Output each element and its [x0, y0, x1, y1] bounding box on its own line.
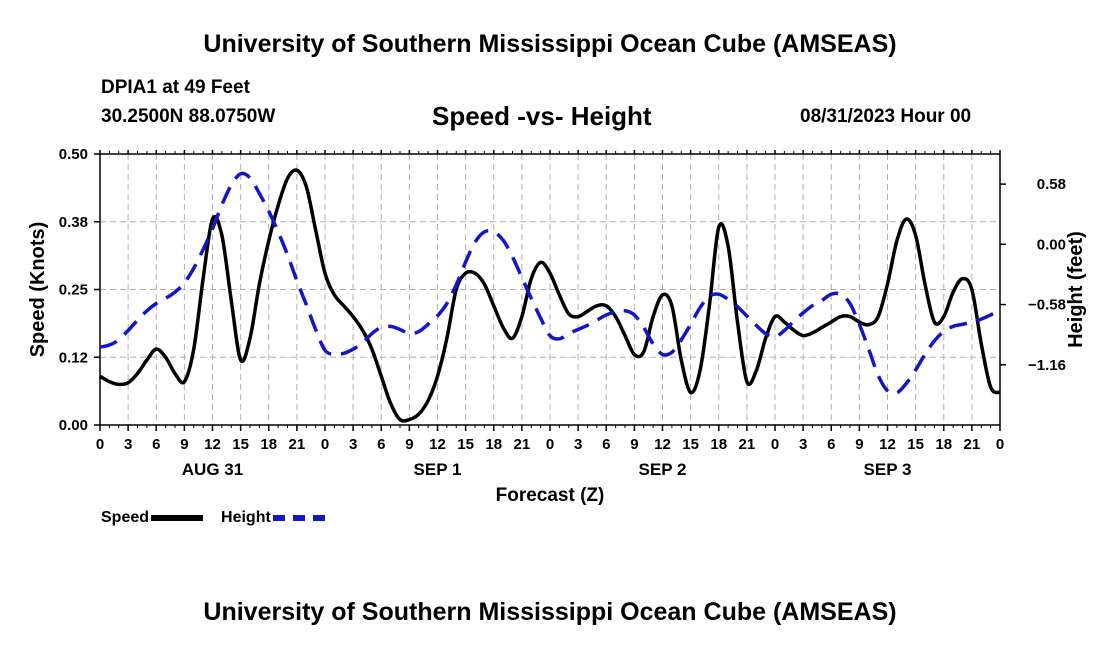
- x-tick-label: 18: [710, 436, 727, 453]
- legend-speed-swatch: [151, 515, 204, 521]
- series-line-height: [99, 171, 1001, 396]
- x-tick-label: 0: [546, 436, 554, 453]
- legend-speed-label: Speed: [101, 509, 150, 526]
- legend-height-swatch: [272, 515, 325, 521]
- x-tick-label: 6: [377, 436, 385, 453]
- y-tick-label: 0.38: [59, 214, 88, 231]
- x-axis-title: Forecast (Z): [496, 485, 605, 506]
- day-label: SEP 3: [864, 460, 912, 479]
- x-tick-label: 18: [260, 436, 277, 453]
- x-tick-label: 3: [799, 436, 807, 453]
- x-tick-label: 12: [204, 436, 221, 453]
- x-tick-label: 12: [654, 436, 671, 453]
- x-tick-label: 3: [124, 436, 132, 453]
- chart-title: Speed -vs- Height: [432, 101, 652, 131]
- x-tick-label: 21: [289, 436, 306, 453]
- y2-axis-title: Height (feet): [1065, 231, 1087, 348]
- x-tick-label: 12: [429, 436, 446, 453]
- y-tick-label: 0.25: [59, 282, 88, 299]
- forecast-datetime: 08/31/2023 Hour 00: [800, 106, 972, 127]
- x-tick-label: 9: [405, 436, 413, 453]
- x-tick-label: 18: [935, 436, 952, 453]
- x-tick-label: 0: [996, 436, 1004, 453]
- x-tick-label: 0: [96, 436, 104, 453]
- day-label: SEP 1: [414, 460, 462, 479]
- legend: Speed Height: [101, 509, 325, 527]
- x-tick-label: 9: [855, 436, 863, 453]
- x-tick-label: 3: [349, 436, 357, 453]
- x-tick-label: 6: [152, 436, 160, 453]
- y-tick-label: 0.12: [59, 349, 88, 366]
- x-tick-label: 15: [232, 436, 249, 453]
- y2-tick-label: −0.58: [1028, 297, 1066, 314]
- series-line-speed: [99, 168, 1001, 423]
- x-tick-label: 9: [180, 436, 188, 453]
- y-tick-label: 0.00: [59, 417, 88, 434]
- x-tick-label: 21: [739, 436, 756, 453]
- y2-tick-label: −1.16: [1028, 357, 1066, 374]
- y-tick-label: 0.50: [59, 146, 88, 163]
- x-tick-label: 21: [514, 436, 531, 453]
- y2-tick-label: 0.58: [1037, 176, 1066, 193]
- x-tick-label: 12: [879, 436, 896, 453]
- x-tick-label: 21: [964, 436, 981, 453]
- x-tick-label: 0: [771, 436, 779, 453]
- x-tick-label: 0: [321, 436, 329, 453]
- page-title: University of Southern Mississippi Ocean…: [203, 30, 897, 58]
- x-tick-label: 3: [574, 436, 582, 453]
- y-axis-title: Speed (Knots): [27, 222, 49, 358]
- x-tick-label: 6: [602, 436, 610, 453]
- day-label: SEP 2: [639, 460, 687, 479]
- x-tick-label: 15: [907, 436, 924, 453]
- day-label: AUG 31: [182, 460, 243, 479]
- x-tick-label: 9: [630, 436, 638, 453]
- legend-height-label: Height: [221, 509, 271, 526]
- footer-title: University of Southern Mississippi Ocean…: [203, 598, 897, 626]
- y2-tick-label: 0.00: [1037, 236, 1066, 253]
- speed-height-chart: 0 3 6 9 12 15 18 21 0 3 6 9 12 15 18 21 0 3 6 9 12 15 18 21 0 3 6 9…: [27, 146, 1087, 506]
- x-tick-label: 6: [827, 436, 835, 453]
- x-tick-label: 15: [457, 436, 474, 453]
- station-label: DPIA1 at 49 Feet: [101, 77, 250, 98]
- x-tick-label: 18: [485, 436, 502, 453]
- coordinates-label: 30.2500N 88.0750W: [101, 106, 276, 127]
- x-tick-label: 15: [682, 436, 699, 453]
